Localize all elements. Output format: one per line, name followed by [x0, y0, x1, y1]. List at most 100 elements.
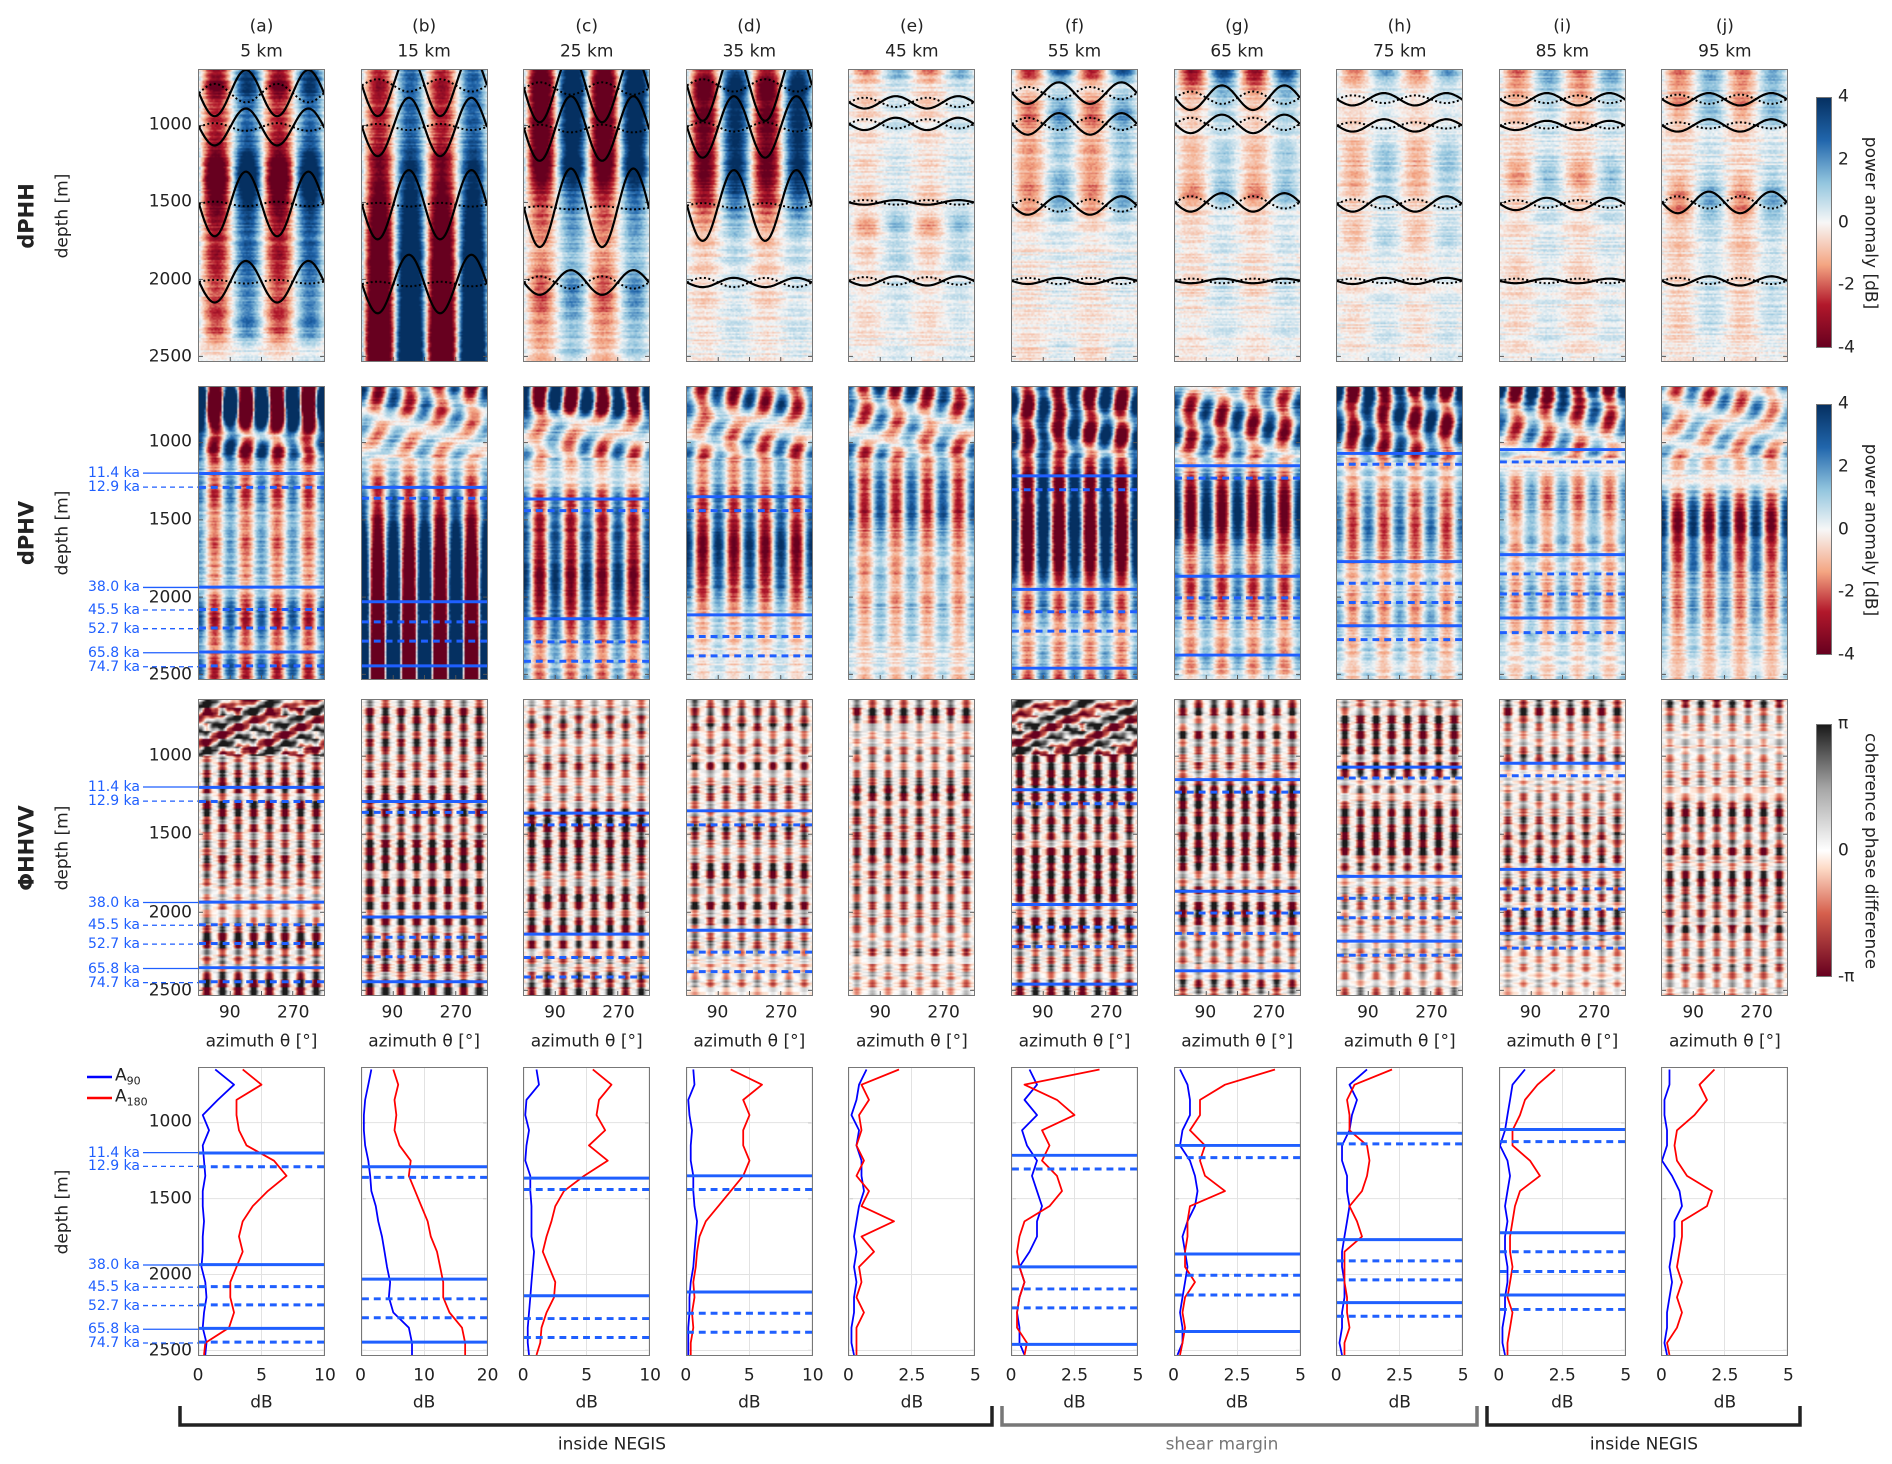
heatmap-image: [1337, 700, 1463, 995]
dphv-heatmap-d: [685, 386, 813, 680]
dphv-heatmap-h: [1336, 386, 1464, 680]
dphh-fit-curve-solid: [686, 276, 812, 289]
colorbar-tick-label: -4: [1838, 644, 1855, 665]
column-letter: (i): [1553, 16, 1572, 37]
dphh-fit-curve-dotted: [361, 280, 487, 288]
db-tick-label: 0: [517, 1365, 529, 1386]
azimuth-axis-label: azimuth θ [°]: [530, 1031, 643, 1052]
dphh-heatmap-a: [198, 69, 325, 362]
heatmap-image: [1499, 387, 1625, 679]
db-tick-label: 0: [680, 1365, 692, 1386]
heatmap-image: [849, 700, 975, 995]
column-letter: (f): [1064, 16, 1085, 37]
azimuth-axis-label: azimuth θ [°]: [368, 1031, 480, 1052]
colorbar-tick-label: 2: [1838, 149, 1849, 170]
amplitude-profile-plot-i: [1498, 1067, 1626, 1356]
column-distance: 45 km: [885, 41, 939, 62]
depth-tick-label: 2500: [148, 1340, 192, 1361]
panel-overlay: [1012, 442, 1137, 679]
colorbar-tick-label: 4: [1838, 393, 1849, 414]
row-title: dPHV: [14, 500, 39, 566]
panel-overlay: [1337, 442, 1463, 679]
db-tick-label: 2.5: [898, 1365, 926, 1386]
dphh-fit-curve-dotted: [686, 78, 812, 93]
heatmap-image: [1499, 70, 1625, 361]
a180-profile-line: [203, 1068, 288, 1355]
region-label: inside NEGIS: [557, 1434, 667, 1455]
a180-profile-line: [689, 1068, 763, 1355]
horizon-age-label: 12.9 ka: [87, 479, 140, 496]
colorbar-tick-label: 2: [1838, 456, 1849, 477]
azimuth-tick-label: 90: [1357, 1002, 1379, 1023]
azimuth-tick-label: 270: [277, 1002, 310, 1023]
column-letter: (b): [412, 16, 437, 37]
dphh-fit-curve-solid: [1662, 118, 1788, 133]
panel-overlay: [1012, 1068, 1137, 1355]
panel-overlay: [686, 442, 812, 679]
dphh-fit-curve-solid: [849, 275, 975, 287]
dphh-heatmap-f: [1011, 69, 1138, 362]
dphh-fit-curve-dotted: [199, 122, 324, 132]
dphv-heatmap-e: [848, 386, 976, 680]
heatmap-image: [361, 700, 487, 995]
dphh-fit-curve-solid: [1662, 92, 1788, 107]
db-tick-label: 5: [969, 1365, 981, 1386]
panel-overlay: [686, 1068, 812, 1355]
dphh-fit-curve-solid: [1337, 195, 1463, 213]
db-tick-label: 0: [1655, 1365, 1667, 1386]
dphh-fit-curve-dotted: [199, 278, 324, 285]
panel-overlay: [1337, 1068, 1463, 1355]
azimuth-tick-label: 270: [764, 1002, 798, 1023]
heatmap-image: [524, 387, 650, 679]
a90-profile-line: [850, 1069, 868, 1355]
heatmap-image: [1337, 70, 1463, 361]
a180-profile-line: [1666, 1068, 1716, 1355]
legend-symbol: A: [115, 1086, 127, 1107]
azimuth-axis-label: azimuth θ [°]: [1668, 1031, 1781, 1052]
dphh-fit-curve-dotted: [1012, 116, 1137, 132]
dphh-fit-curve-dotted: [1662, 121, 1788, 130]
depth-tick-label: 1500: [148, 1188, 192, 1208]
dphh-fit-curve-solid: [1499, 196, 1625, 212]
depth-tick-label: 1000: [148, 745, 192, 766]
amplitude-profile-plot-h: [1336, 1067, 1464, 1356]
db-tick-label: 20: [476, 1365, 499, 1386]
region-label: shear margin: [1165, 1434, 1279, 1455]
a90-profile-line: [524, 1069, 541, 1355]
azimuth-tick-label: 270: [1252, 1002, 1286, 1023]
dphh-heatmap-i: [1498, 69, 1626, 362]
dphv-heatmap-g: [1173, 386, 1301, 680]
colorbar: [1816, 404, 1832, 655]
a90-profile-line: [200, 1068, 235, 1355]
db-axis-label: dB: [1713, 1392, 1737, 1413]
amplitude-profile-plot-b: [360, 1067, 488, 1356]
dphh-fit-curve-solid: [1499, 119, 1625, 132]
panel-overlay: [849, 95, 975, 361]
legend-symbol: A: [115, 1065, 127, 1086]
a180-profile-line: [535, 1068, 613, 1355]
depth-tick-label: 1500: [148, 509, 192, 530]
dphh-fit-curve-solid: [361, 70, 487, 118]
panel-overlay: [1174, 755, 1300, 995]
panel-overlay: [1499, 1068, 1625, 1355]
azimuth-tick-label: 90: [1682, 1002, 1704, 1023]
dphv-heatmap-j: [1661, 386, 1789, 680]
azimuth-tick-label: 270: [1090, 1002, 1123, 1023]
panel-overlay: [1499, 442, 1625, 679]
dphh-heatmap-e: [848, 69, 976, 362]
phase-heatmap-i: [1498, 699, 1626, 996]
column-distance: 55 km: [1047, 41, 1102, 62]
dphh-fit-curve-solid: [199, 70, 324, 118]
azimuth-tick-label: 270: [927, 1002, 960, 1023]
colorbar-tick-label: -π: [1838, 966, 1855, 987]
phase-heatmap-a: [198, 699, 325, 996]
legend-subscript: 90: [126, 1074, 141, 1088]
panel-overlay: [1337, 92, 1463, 361]
azimuth-axis-label: azimuth θ [°]: [1181, 1031, 1293, 1052]
db-tick-label: 2.5: [1223, 1365, 1251, 1386]
amplitude-profile-plot-f: [1011, 1067, 1138, 1356]
panel-overlay: [199, 755, 324, 995]
panel-overlay: [1662, 92, 1788, 361]
panel-overlay: [686, 70, 812, 361]
horizon-age-label: 52.7 ka: [87, 936, 140, 953]
